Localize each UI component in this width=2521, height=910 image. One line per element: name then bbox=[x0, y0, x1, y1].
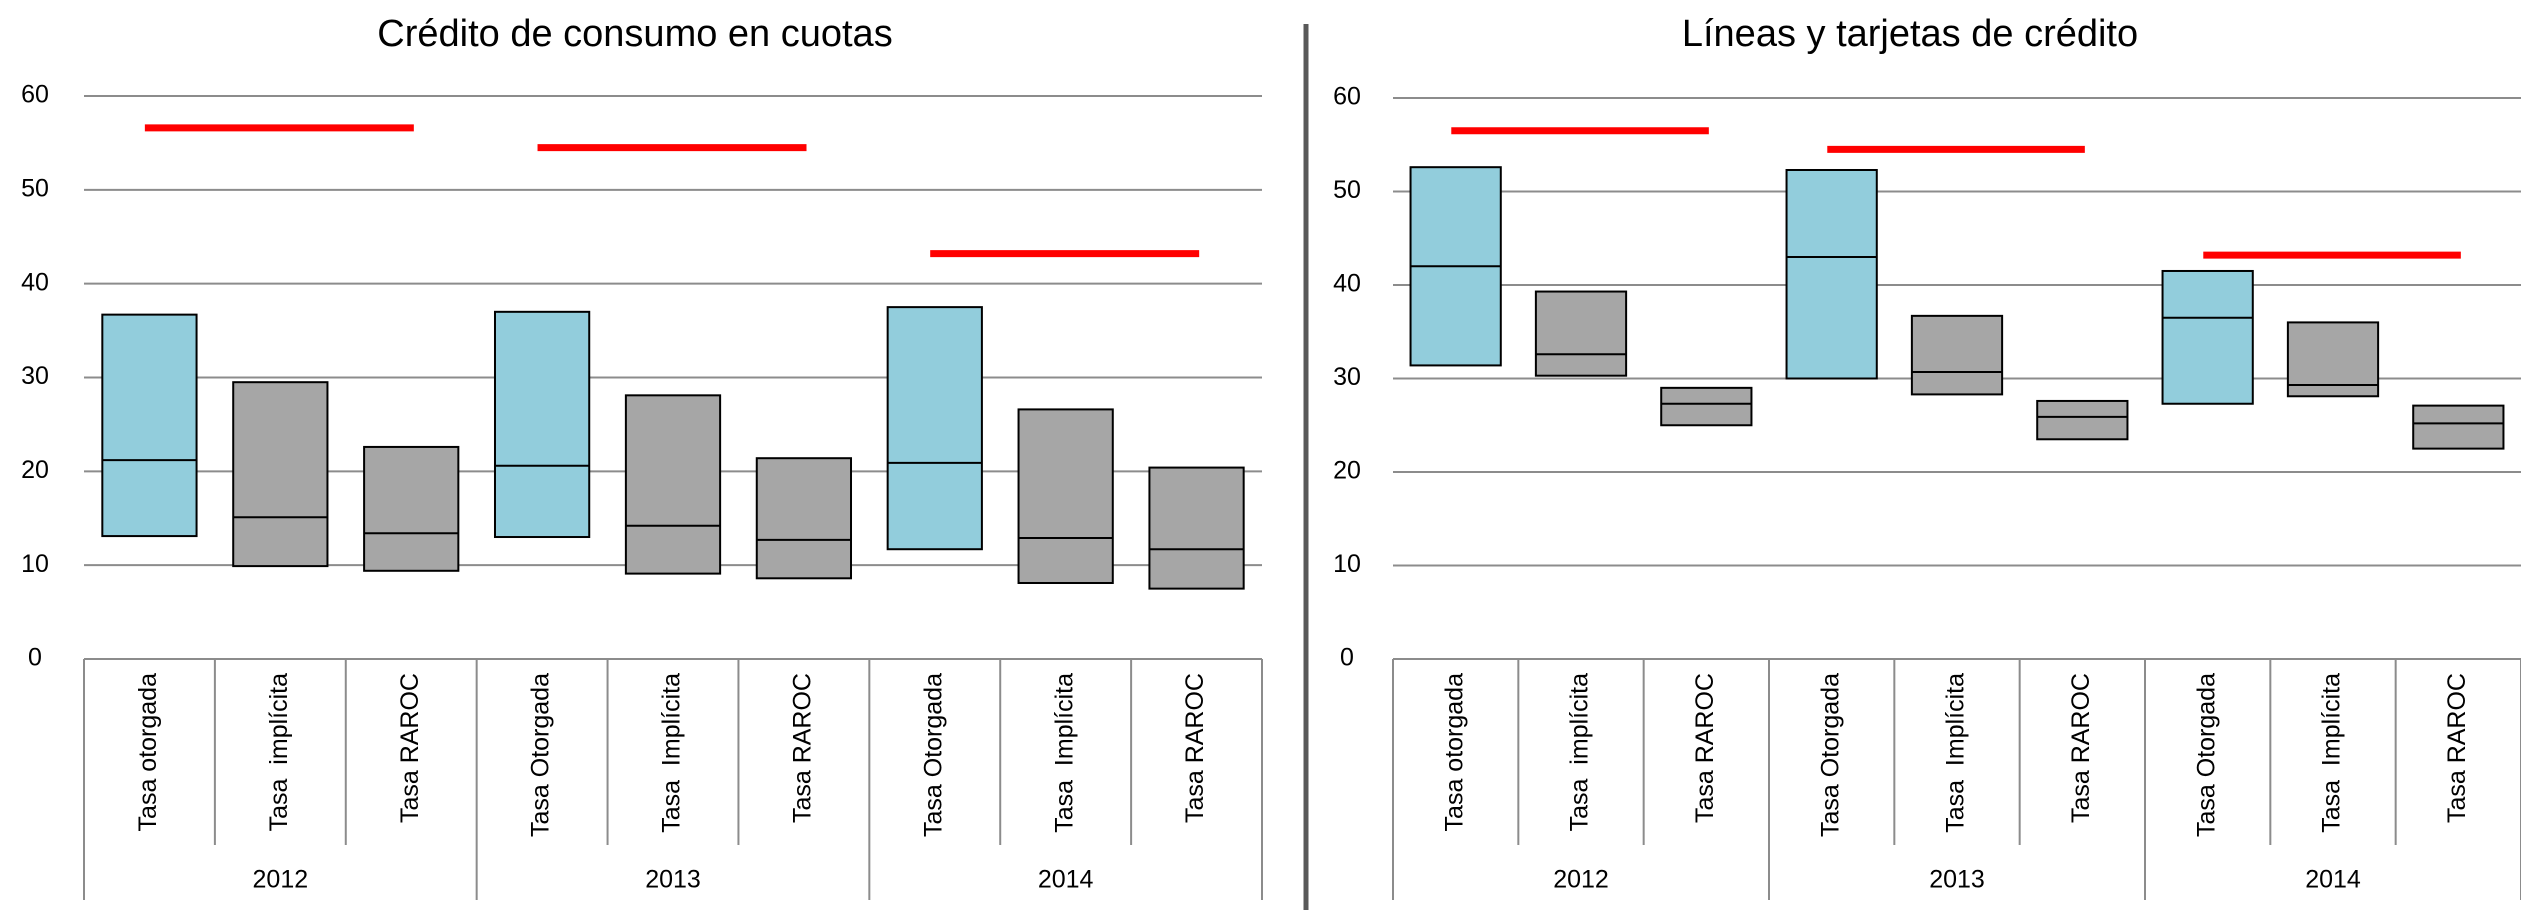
y-tick-label: 10 bbox=[21, 550, 49, 578]
box bbox=[2412, 404, 2505, 450]
x-group-label: 2014 bbox=[1038, 866, 1094, 894]
y-tick-label: 50 bbox=[1333, 176, 1361, 204]
x-group-label: 2013 bbox=[1929, 866, 1985, 894]
x-category-label: Tasa RAROC bbox=[396, 673, 424, 823]
box bbox=[1910, 314, 2004, 396]
y-tick-label: 40 bbox=[1333, 270, 1361, 298]
x-category-label: Tasa Otorgada bbox=[1816, 673, 1844, 837]
box bbox=[1660, 386, 1753, 427]
box bbox=[2036, 399, 2129, 441]
y-tick-label: 20 bbox=[1333, 457, 1361, 485]
x-group-label: 2012 bbox=[1553, 866, 1609, 894]
y-tick-label: 0 bbox=[1340, 644, 1354, 672]
y-tick-label: 10 bbox=[1333, 550, 1361, 578]
chart-title: Líneas y tarjetas de crédito bbox=[1682, 13, 2138, 55]
y-tick-label: 40 bbox=[21, 268, 49, 296]
x-group-label: 2012 bbox=[253, 866, 309, 894]
y-tick-label: 60 bbox=[1333, 83, 1361, 111]
x-category-label: Tasa Implícita bbox=[2318, 673, 2346, 833]
y-tick-label: 50 bbox=[21, 174, 49, 202]
x-category-label: Tasa RAROC bbox=[2443, 673, 2471, 823]
x-category-label: Tasa implícita bbox=[1566, 673, 1594, 831]
x-category-label: Tasa implícita bbox=[265, 673, 293, 831]
box bbox=[232, 381, 329, 568]
box bbox=[1785, 168, 1878, 380]
x-category-label: Tasa Otorgada bbox=[2192, 673, 2220, 837]
box bbox=[1017, 408, 1114, 584]
y-tick-label: 20 bbox=[21, 456, 49, 484]
box bbox=[886, 306, 983, 551]
box bbox=[1534, 290, 1628, 377]
y-tick-label: 30 bbox=[1333, 363, 1361, 391]
x-group-label: 2014 bbox=[2305, 866, 2361, 894]
box bbox=[755, 457, 853, 580]
x-category-label: Tasa Implícita bbox=[1050, 673, 1078, 833]
x-group-label: 2013 bbox=[645, 866, 701, 894]
box bbox=[363, 445, 460, 572]
x-category-label: Tasa Implícita bbox=[658, 673, 686, 833]
y-tick-label: 0 bbox=[28, 644, 42, 672]
x-category-label: Tasa RAROC bbox=[2067, 673, 2095, 823]
x-category-label: Tasa RAROC bbox=[788, 673, 816, 823]
x-category-label: Tasa otorgada bbox=[134, 673, 162, 832]
box bbox=[1148, 466, 1245, 590]
box bbox=[493, 310, 591, 539]
x-category-label: Tasa Otorgada bbox=[527, 673, 555, 837]
x-category-label: Tasa Otorgada bbox=[919, 673, 947, 837]
box bbox=[2161, 269, 2254, 405]
chart-title: Crédito de consumo en cuotas bbox=[377, 13, 892, 55]
x-category-label: Tasa Implícita bbox=[1942, 673, 1970, 833]
box bbox=[101, 313, 198, 538]
x-category-label: Tasa otorgada bbox=[1440, 673, 1468, 832]
y-tick-label: 30 bbox=[21, 362, 49, 390]
x-category-label: Tasa RAROC bbox=[1181, 673, 1209, 823]
y-tick-label: 60 bbox=[21, 81, 49, 109]
x-category-label: Tasa RAROC bbox=[1691, 673, 1719, 823]
box bbox=[624, 394, 722, 575]
box bbox=[2286, 321, 2380, 398]
